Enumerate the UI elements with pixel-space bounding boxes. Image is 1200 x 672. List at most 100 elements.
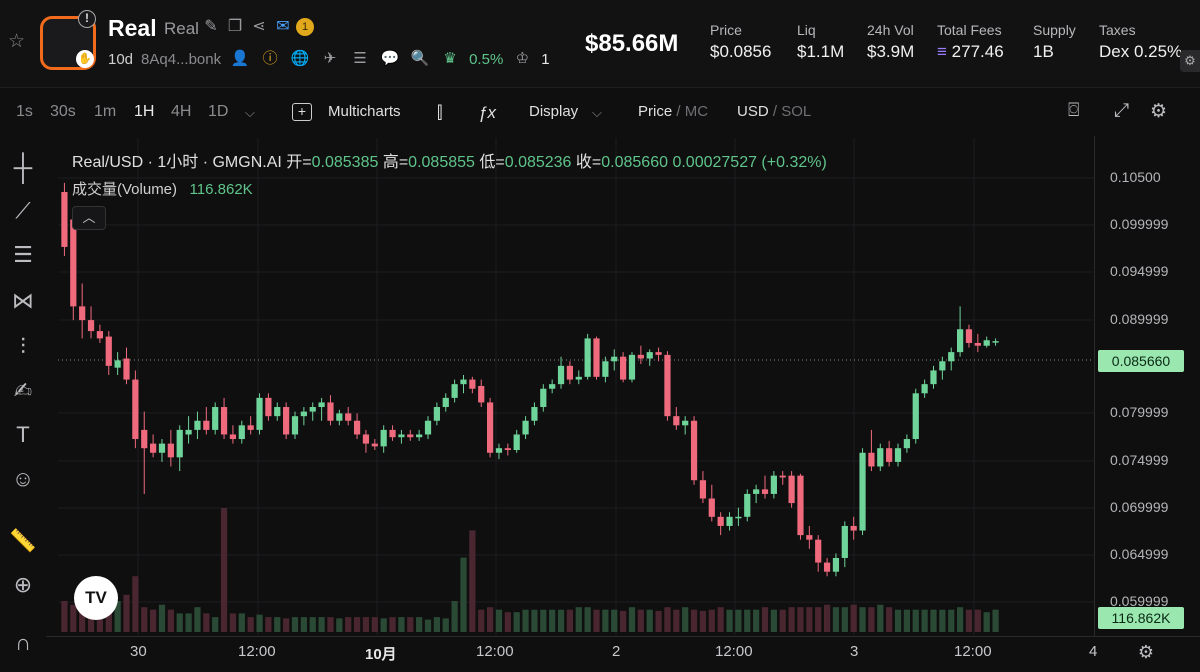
edit-icon[interactable]: ✎ (204, 18, 218, 35)
price-mc-toggle[interactable]: Price / MC (638, 103, 709, 120)
candle (203, 407, 210, 435)
candle-type-icon[interactable]: ⫿ (437, 103, 443, 122)
volume-bar (779, 609, 786, 632)
indicators-icon[interactable]: ƒx (478, 103, 496, 122)
drawing-toolbar (0, 136, 46, 672)
candle (779, 471, 786, 485)
pattern-icon[interactable]: ⋈ (12, 288, 34, 313)
candle (637, 345, 644, 365)
candle (194, 411, 201, 440)
candle-body (318, 402, 325, 408)
copy-icon[interactable]: ❐ (227, 18, 243, 35)
volume-bar (903, 609, 910, 632)
candle-body (806, 535, 813, 540)
candle (708, 484, 715, 522)
stat-label: Taxes (1099, 22, 1136, 38)
website-icon[interactable]: 🌐 (290, 50, 310, 67)
trendline-icon[interactable]: ⟋ (15, 198, 31, 223)
price-axis[interactable] (1094, 136, 1200, 636)
search-icon[interactable]: 🔍 (410, 50, 430, 67)
volume-bar (939, 609, 946, 632)
volume-bar (407, 617, 414, 632)
emoji-icon[interactable]: ☺ (11, 466, 35, 491)
volume-bar (433, 617, 440, 632)
fullscreen-icon[interactable]: ⤢ (1114, 100, 1130, 121)
candle-body (770, 475, 777, 494)
candle-body (96, 331, 104, 339)
brush-icon[interactable]: ✍ (13, 378, 33, 403)
candle-body (850, 525, 857, 531)
candle (460, 375, 467, 394)
candle-body (380, 429, 387, 447)
candle (841, 521, 848, 568)
stat-fees: Total Fees ≡ 277.46 (937, 22, 1004, 62)
candle (690, 416, 698, 485)
candle-body (212, 407, 219, 430)
star-icon[interactable]: ☆ (8, 31, 26, 52)
chevron-down-icon[interactable]: ⌵ (592, 105, 602, 120)
display-dropdown[interactable]: Display (529, 103, 579, 120)
candle-body (965, 329, 973, 343)
chevron-down-icon[interactable]: ⌵ (245, 105, 255, 120)
settings-icon[interactable]: ⚙ (1137, 642, 1155, 662)
share-icon[interactable]: ⋖ (252, 18, 266, 35)
candle (912, 388, 919, 444)
candle (61, 182, 68, 257)
candle-body (744, 493, 751, 517)
candle (992, 338, 999, 346)
candle-body (433, 407, 440, 421)
zoom-icon[interactable]: ⊕ (13, 572, 33, 597)
crosshair-icon[interactable]: ┼ (13, 152, 33, 182)
telegram-icon[interactable]: ✈ (323, 50, 337, 67)
candle-body (283, 407, 290, 435)
candle-body (761, 489, 769, 494)
add-chart-icon[interactable]: + (292, 103, 312, 121)
contract-address[interactable]: 8Aq4...bonk (141, 50, 222, 68)
volume-bar (247, 617, 254, 632)
candle (345, 407, 352, 426)
text-icon[interactable]: T (16, 422, 30, 447)
candle (220, 397, 228, 440)
list-icon[interactable]: ☰ (353, 50, 367, 67)
candle-body (442, 397, 449, 408)
timeframe-1d[interactable]: 1D (208, 103, 229, 120)
candle (380, 425, 387, 453)
camera-icon[interactable]: ⌼ (1068, 100, 1080, 121)
volume-bar (602, 609, 609, 632)
settings-icon[interactable]: ⚙ (1180, 50, 1200, 72)
candle-body (673, 416, 680, 426)
timeframe-4h[interactable]: 4H (171, 103, 192, 120)
volume-bar (841, 607, 848, 632)
settings-icon[interactable]: ⚙ (1150, 101, 1168, 122)
candle (486, 397, 494, 458)
candle-body (815, 539, 822, 563)
multicharts-button[interactable]: Multicharts (328, 103, 401, 120)
fib-icon[interactable]: ☰ (13, 242, 33, 267)
message-icon[interactable]: ✉ (276, 18, 290, 35)
candle (229, 425, 237, 444)
timeframe-1h[interactable]: 1H (134, 103, 155, 120)
volume-bar (513, 612, 520, 632)
projection-icon[interactable]: ⫶ (20, 334, 26, 359)
currency-toggle[interactable]: USD / SOL (737, 103, 812, 120)
candle-body (238, 425, 245, 440)
chat-icon[interactable]: 💬 (380, 50, 400, 67)
candle-body (345, 413, 352, 421)
volume-bar (850, 604, 857, 632)
chart-area[interactable] (58, 136, 1094, 636)
magnet-icon[interactable]: ∩ (15, 630, 31, 655)
ruler-icon[interactable]: 📏 (9, 528, 37, 553)
volume-bar (265, 617, 272, 632)
collapse-legend-button[interactable]: ︿ (72, 206, 106, 230)
candle-body (416, 434, 423, 438)
timeframe-1m[interactable]: 1m (94, 103, 117, 120)
timeframe-30s[interactable]: 30s (50, 103, 76, 120)
tradingview-logo[interactable]: TV (74, 576, 118, 620)
user-icon[interactable]: 👤 (230, 50, 250, 67)
warning-icon[interactable]: ⓘ (262, 50, 278, 67)
timeframe-1s[interactable]: 1s (16, 103, 33, 120)
volume-bar (611, 609, 618, 632)
price-tick-label: 0.064999 (1110, 546, 1169, 562)
time-axis[interactable] (46, 636, 1200, 672)
candle-body (726, 516, 733, 526)
